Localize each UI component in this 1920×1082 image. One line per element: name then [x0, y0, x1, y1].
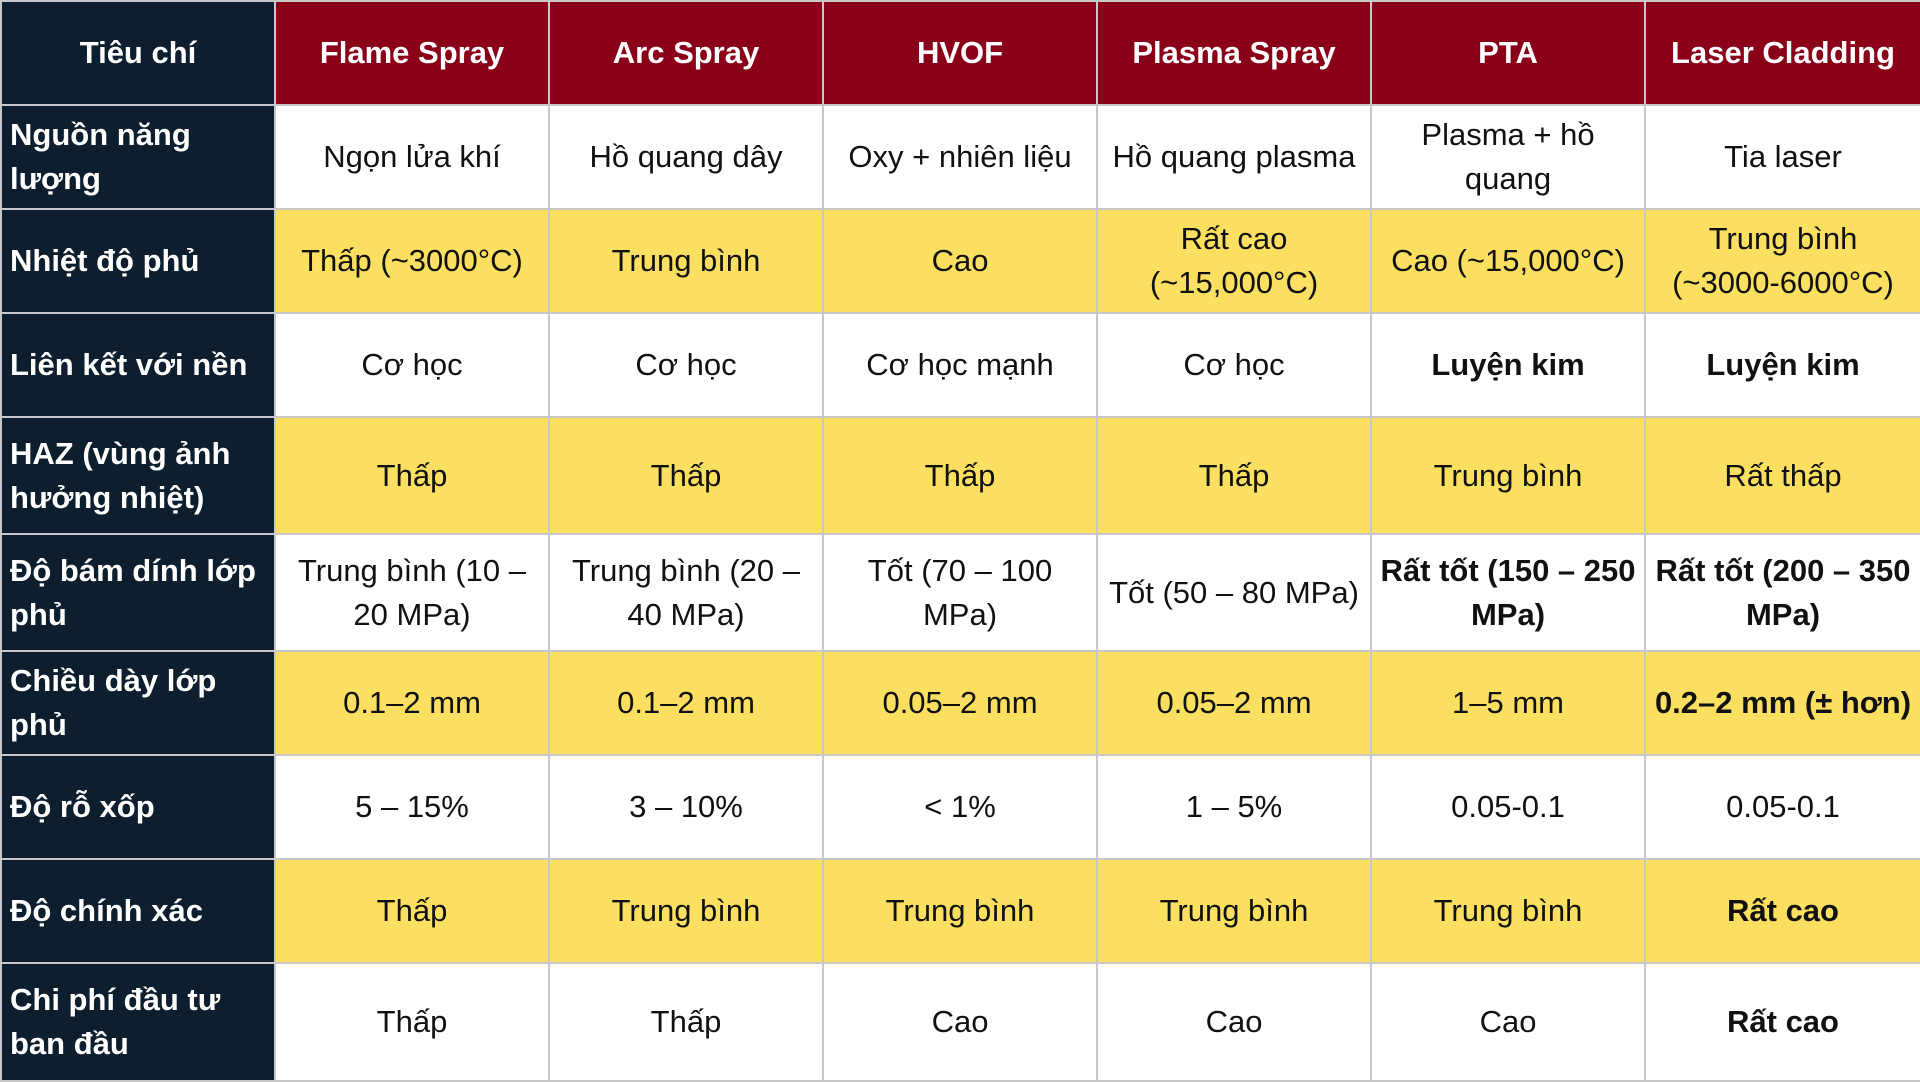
row-label: Độ bám dính lớp phủ	[0, 533, 276, 652]
table-cell: Thấp	[274, 416, 550, 535]
table-cell: < 1%	[822, 754, 1098, 860]
header-criteria: Tiêu chí	[0, 0, 276, 106]
table-row-haz: HAZ (vùng ảnh hưởng nhiệt) Thấp Thấp Thấ…	[0, 416, 1920, 535]
header-hvof: HVOF	[822, 0, 1098, 106]
table-cell: Cơ học mạnh	[822, 312, 1098, 418]
table-cell: Trung bình	[822, 858, 1098, 964]
table-cell: Rất tốt (200 – 350 MPa)	[1644, 533, 1920, 652]
table-cell: Rất cao	[1644, 962, 1920, 1082]
table-cell: 0.1–2 mm	[548, 650, 824, 756]
table-cell: Trung bình	[1370, 858, 1646, 964]
table-cell: Thấp	[1096, 416, 1372, 535]
header-flame-spray: Flame Spray	[274, 0, 550, 106]
header-laser-cladding: Laser Cladding	[1644, 0, 1920, 106]
table-cell: Rất cao	[1644, 858, 1920, 964]
table-cell: Trung bình (10 – 20 MPa)	[274, 533, 550, 652]
table-cell: Trung bình (20 – 40 MPa)	[548, 533, 824, 652]
table-row-adhesion: Độ bám dính lớp phủ Trung bình (10 – 20 …	[0, 533, 1920, 652]
table-cell: Ngọn lửa khí	[274, 104, 550, 210]
table-cell: 0.05-0.1	[1370, 754, 1646, 860]
table-cell: Luyện kim	[1370, 312, 1646, 418]
row-label: Chi phí đầu tư ban đầu	[0, 962, 276, 1082]
table-cell: 0.1–2 mm	[274, 650, 550, 756]
table-cell: Tia laser	[1644, 104, 1920, 210]
table-cell: Cao (~15,000°C)	[1370, 208, 1646, 314]
table-cell: Tốt (70 – 100 MPa)	[822, 533, 1098, 652]
row-label: Độ chính xác	[0, 858, 276, 964]
table-cell: Thấp	[548, 962, 824, 1082]
table-cell: Cao	[822, 962, 1098, 1082]
table-cell: Thấp	[274, 858, 550, 964]
table-cell: 1–5 mm	[1370, 650, 1646, 756]
header-plasma-spray: Plasma Spray	[1096, 0, 1372, 106]
table-cell: Thấp (~3000°C)	[274, 208, 550, 314]
table-cell: Luyện kim	[1644, 312, 1920, 418]
table-cell: 0.05-0.1	[1644, 754, 1920, 860]
table-cell: 5 – 15%	[274, 754, 550, 860]
table-cell: Oxy + nhiên liệu	[822, 104, 1098, 210]
table-cell: 0.05–2 mm	[1096, 650, 1372, 756]
table-cell: Trung bình	[1370, 416, 1646, 535]
table-cell: Cao	[1096, 962, 1372, 1082]
table-cell: 0.2–2 mm (± hơn)	[1644, 650, 1920, 756]
table-cell: Rất cao (~15,000°C)	[1096, 208, 1372, 314]
row-label: HAZ (vùng ảnh hưởng nhiệt)	[0, 416, 276, 535]
row-label: Nguồn năng lượng	[0, 104, 276, 210]
table-cell: Trung bình	[548, 858, 824, 964]
table-row-precision: Độ chính xác Thấp Trung bình Trung bình …	[0, 858, 1920, 964]
row-label: Độ rỗ xốp	[0, 754, 276, 860]
table-cell: Rất tốt (150 – 250 MPa)	[1370, 533, 1646, 652]
table-cell: Thấp	[548, 416, 824, 535]
table-cell: 0.05–2 mm	[822, 650, 1098, 756]
table-row-coating-temperature: Nhiệt độ phủ Thấp (~3000°C) Trung bình C…	[0, 208, 1920, 314]
table-cell: Hồ quang dây	[548, 104, 824, 210]
table-cell: Thấp	[274, 962, 550, 1082]
table-cell: Rất thấp	[1644, 416, 1920, 535]
table-cell: Cơ học	[1096, 312, 1372, 418]
table-cell: Trung bình (~3000-6000°C)	[1644, 208, 1920, 314]
header-pta: PTA	[1370, 0, 1646, 106]
table-cell: Plasma + hồ quang	[1370, 104, 1646, 210]
table-cell: Trung bình	[548, 208, 824, 314]
table-cell: Cao	[822, 208, 1098, 314]
row-label: Chiều dày lớp phủ	[0, 650, 276, 756]
header-row: Tiêu chí Flame Spray Arc Spray HVOF Plas…	[0, 0, 1920, 106]
table-cell: Tốt (50 – 80 MPa)	[1096, 533, 1372, 652]
table-cell: 1 – 5%	[1096, 754, 1372, 860]
row-label: Liên kết với nền	[0, 312, 276, 418]
table-row-investment-cost: Chi phí đầu tư ban đầu Thấp Thấp Cao Cao…	[0, 962, 1920, 1082]
table-row-porosity: Độ rỗ xốp 5 – 15% 3 – 10% < 1% 1 – 5% 0.…	[0, 754, 1920, 860]
table-cell: Hồ quang plasma	[1096, 104, 1372, 210]
table-cell: Trung bình	[1096, 858, 1372, 964]
table-row-bonding: Liên kết với nền Cơ học Cơ học Cơ học mạ…	[0, 312, 1920, 418]
table-cell: Cao	[1370, 962, 1646, 1082]
table-row-energy-source: Nguồn năng lượng Ngọn lửa khí Hồ quang d…	[0, 104, 1920, 210]
table-cell: 3 – 10%	[548, 754, 824, 860]
table-cell: Thấp	[822, 416, 1098, 535]
header-arc-spray: Arc Spray	[548, 0, 824, 106]
row-label: Nhiệt độ phủ	[0, 208, 276, 314]
table-cell: Cơ học	[548, 312, 824, 418]
table-row-thickness: Chiều dày lớp phủ 0.1–2 mm 0.1–2 mm 0.05…	[0, 650, 1920, 756]
table-cell: Cơ học	[274, 312, 550, 418]
